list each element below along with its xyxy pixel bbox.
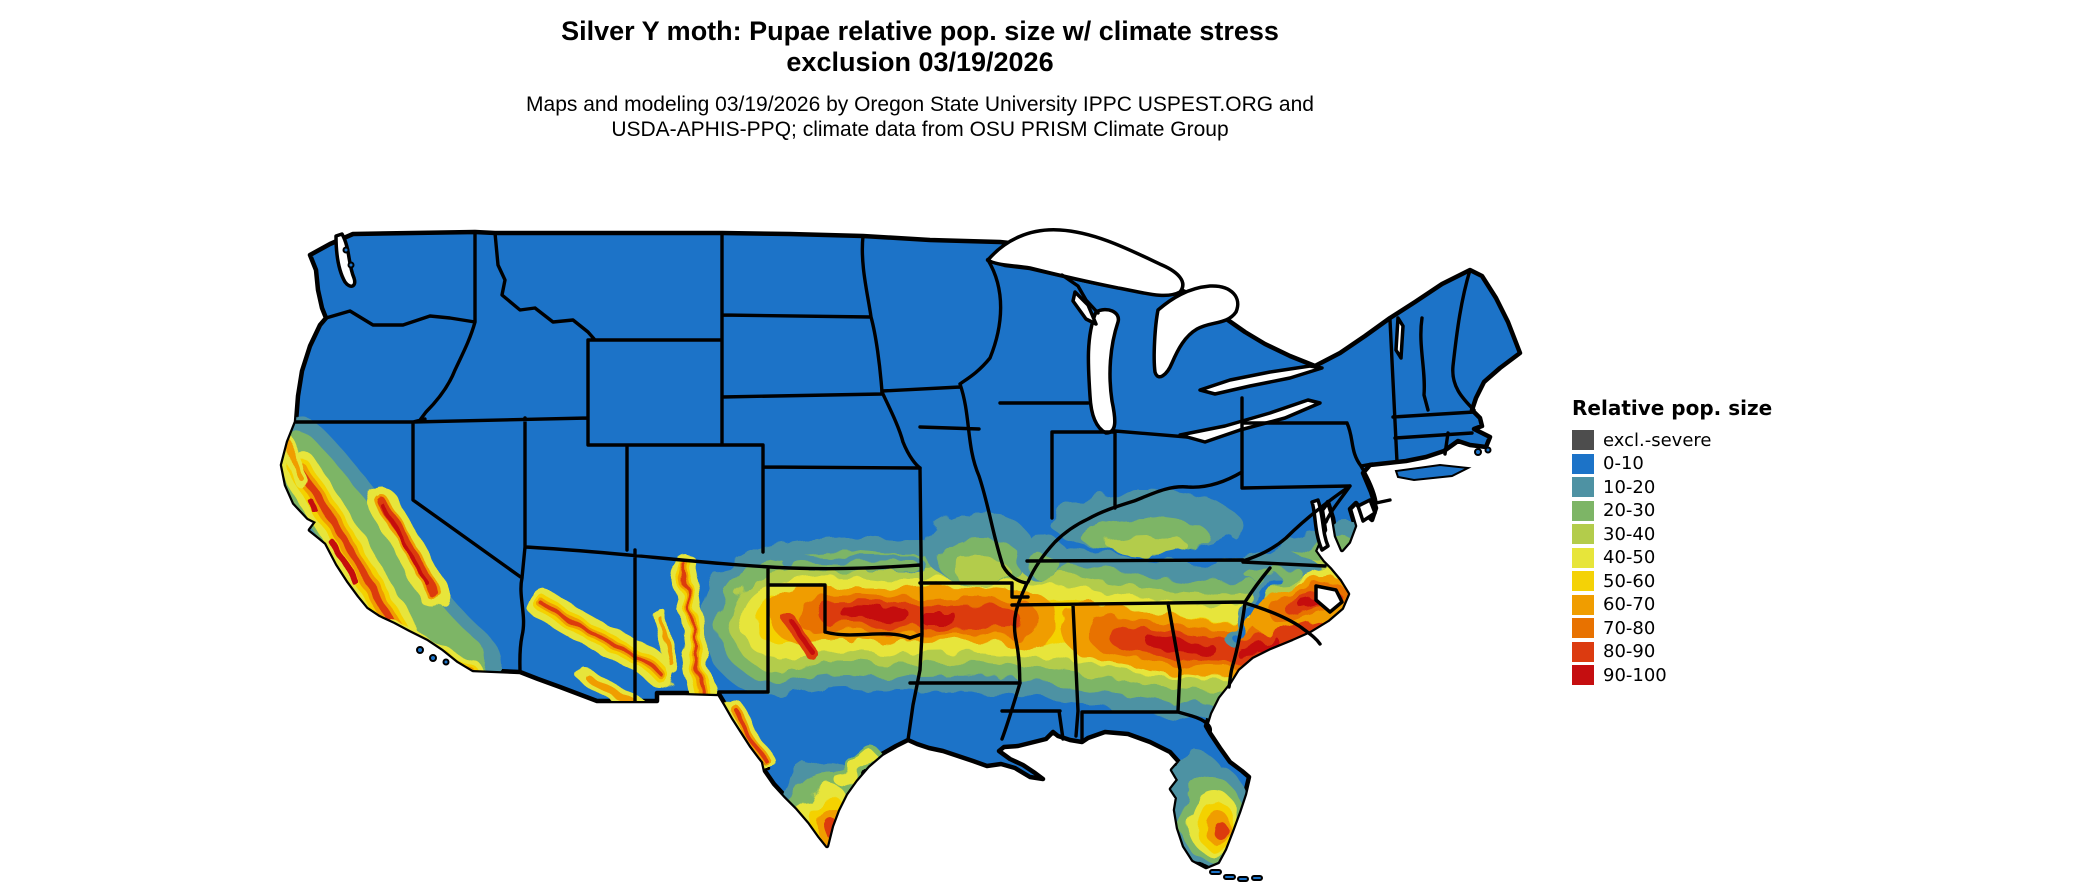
population-raster-layers	[282, 415, 1348, 867]
legend-swatch	[1572, 641, 1594, 662]
figure-title-line2: exclusion 03/19/2026	[786, 47, 1054, 77]
legend-item: 70-80	[1572, 617, 1832, 639]
legend-items: excl.-severe 0-10 10-20 20-30 30-40 40-50 50-6…	[1572, 429, 1832, 686]
legend-item-label: 20-30	[1603, 500, 1656, 521]
legend-item: 50-60	[1572, 570, 1832, 592]
legend-item: 90-100	[1572, 664, 1832, 686]
puget-island	[342, 246, 350, 254]
legend-item: 30-40	[1572, 523, 1832, 545]
channel-island	[442, 658, 450, 666]
legend-swatch	[1572, 594, 1594, 615]
legend-title: Relative pop. size	[1572, 396, 1773, 420]
islands	[342, 246, 1492, 882]
legend-swatch	[1572, 547, 1594, 568]
legend-swatch	[1572, 500, 1594, 521]
legend-item: 20-30	[1572, 500, 1832, 521]
legend-item: 0-10	[1572, 453, 1832, 474]
florida-keys	[1209, 869, 1222, 875]
legend-item-label: 80-90	[1603, 641, 1656, 662]
lake-champlain	[1394, 316, 1405, 360]
legend-item-label: 30-40	[1603, 523, 1656, 545]
legend-swatch	[1572, 430, 1594, 450]
legend-item-label: 50-60	[1603, 570, 1656, 592]
figure-title-line1: Silver Y moth: Pupae relative pop. size …	[561, 16, 1279, 46]
us-map	[230, 228, 1540, 882]
legend-swatch	[1572, 524, 1594, 544]
delaware-bay	[1356, 498, 1377, 523]
lake-michigan	[1086, 307, 1121, 435]
puget-island	[347, 261, 355, 269]
legend-item: 40-50	[1572, 547, 1832, 568]
legend-item-label: 0-10	[1603, 453, 1644, 474]
figure-subtitle-line2: USDA-APHIS-PPQ; climate data from OSU PR…	[611, 118, 1229, 141]
title-block: Silver Y moth: Pupae relative pop. size …	[0, 16, 1840, 78]
legend-swatch	[1572, 618, 1594, 638]
channel-island	[429, 654, 437, 662]
lake-erie	[1178, 398, 1322, 444]
figure-subtitle-line1: Maps and modeling 03/19/2026 by Oregon S…	[526, 93, 1314, 116]
florida-keys	[1237, 876, 1249, 882]
legend-item: 60-70	[1572, 594, 1832, 615]
legend-item-label: 70-80	[1603, 617, 1656, 639]
legend-item-label: 60-70	[1603, 594, 1656, 615]
marthas-vineyard-island	[1484, 446, 1492, 454]
legend-item-label: excl.-severe	[1603, 429, 1712, 451]
lake-huron	[1152, 284, 1240, 379]
legend-item-label: 40-50	[1603, 547, 1656, 568]
lake-superior	[986, 228, 1185, 298]
long-island	[1394, 463, 1472, 482]
subtitle-block: Maps and modeling 03/19/2026 by Oregon S…	[0, 92, 1840, 142]
legend-item-label: 90-100	[1603, 664, 1667, 686]
pamlico-sound	[1314, 584, 1344, 614]
florida-keys	[1251, 875, 1263, 881]
legend-swatch	[1572, 665, 1594, 685]
lake-ontario	[1198, 364, 1324, 396]
map-container	[230, 170, 1540, 882]
florida-keys	[1223, 874, 1236, 880]
legend-swatch	[1572, 477, 1594, 497]
map-legend: Relative pop. size excl.-severe 0-10 10-20…	[1572, 396, 1832, 689]
nantucket-island	[1474, 448, 1482, 456]
legend-swatch	[1572, 571, 1594, 591]
great-lakes	[334, 228, 1405, 614]
legend-swatch	[1572, 453, 1594, 474]
state-borders	[294, 231, 1476, 742]
legend-item: excl.-severe	[1572, 429, 1832, 451]
channel-island	[416, 646, 424, 654]
green-bay	[1071, 290, 1098, 326]
puget-sound	[334, 232, 357, 288]
legend-item-label: 10-20	[1603, 476, 1656, 498]
legend-item: 80-90	[1572, 641, 1832, 662]
legend-item: 10-20	[1572, 476, 1832, 498]
